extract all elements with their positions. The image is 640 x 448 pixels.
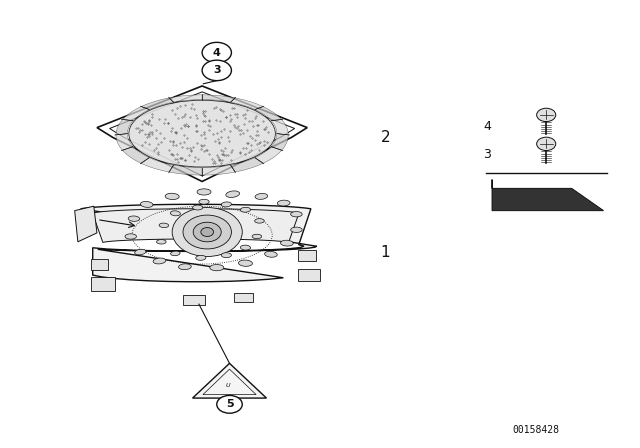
Ellipse shape: [226, 191, 239, 198]
Ellipse shape: [241, 207, 250, 212]
Text: 00158428: 00158428: [512, 426, 559, 435]
Ellipse shape: [159, 223, 169, 228]
Ellipse shape: [255, 194, 268, 199]
Ellipse shape: [179, 264, 191, 270]
Polygon shape: [492, 180, 604, 211]
Ellipse shape: [197, 189, 211, 195]
Text: U: U: [225, 383, 230, 388]
Circle shape: [201, 228, 214, 237]
Polygon shape: [202, 95, 235, 102]
Circle shape: [537, 108, 556, 121]
Polygon shape: [271, 120, 289, 135]
Ellipse shape: [196, 255, 206, 260]
Circle shape: [172, 207, 243, 257]
Polygon shape: [93, 209, 299, 242]
Polygon shape: [75, 206, 97, 242]
Polygon shape: [255, 107, 282, 121]
Polygon shape: [122, 146, 149, 164]
Polygon shape: [234, 293, 253, 302]
Circle shape: [193, 222, 221, 242]
Ellipse shape: [252, 234, 262, 239]
Ellipse shape: [291, 227, 302, 233]
Polygon shape: [141, 98, 173, 110]
Ellipse shape: [140, 202, 153, 207]
Circle shape: [537, 137, 556, 151]
Ellipse shape: [210, 264, 224, 271]
Ellipse shape: [241, 245, 250, 250]
Ellipse shape: [171, 251, 180, 256]
Polygon shape: [169, 95, 202, 102]
Ellipse shape: [165, 193, 179, 199]
Circle shape: [202, 60, 232, 81]
Polygon shape: [116, 120, 133, 135]
Ellipse shape: [193, 205, 203, 210]
Ellipse shape: [239, 260, 252, 266]
Polygon shape: [183, 295, 205, 305]
Text: 3: 3: [213, 65, 221, 75]
Polygon shape: [298, 269, 320, 281]
Polygon shape: [230, 158, 263, 172]
Ellipse shape: [277, 200, 290, 206]
Ellipse shape: [280, 240, 293, 246]
Ellipse shape: [221, 253, 232, 258]
Ellipse shape: [199, 199, 209, 204]
Polygon shape: [193, 363, 266, 398]
Polygon shape: [91, 258, 108, 270]
Circle shape: [183, 215, 232, 249]
Polygon shape: [202, 165, 235, 175]
Text: 4: 4: [213, 47, 221, 58]
Ellipse shape: [125, 234, 136, 239]
Polygon shape: [91, 277, 115, 291]
Ellipse shape: [128, 216, 140, 221]
Polygon shape: [298, 250, 316, 261]
Ellipse shape: [264, 251, 277, 257]
Polygon shape: [255, 146, 282, 164]
Text: 4: 4: [483, 120, 491, 133]
Polygon shape: [141, 158, 173, 172]
Polygon shape: [81, 204, 317, 282]
Ellipse shape: [221, 202, 232, 207]
Ellipse shape: [170, 211, 180, 216]
Text: 1: 1: [381, 246, 390, 260]
Circle shape: [217, 396, 243, 413]
Text: 3: 3: [483, 148, 491, 161]
Polygon shape: [122, 107, 149, 121]
Circle shape: [202, 43, 232, 63]
Polygon shape: [230, 98, 263, 110]
Polygon shape: [169, 165, 202, 175]
Ellipse shape: [153, 258, 166, 264]
Polygon shape: [271, 134, 289, 151]
Polygon shape: [116, 134, 133, 151]
Text: 5: 5: [226, 399, 234, 409]
Ellipse shape: [157, 240, 166, 244]
Ellipse shape: [134, 249, 146, 255]
Ellipse shape: [255, 219, 264, 223]
Ellipse shape: [129, 100, 275, 167]
Ellipse shape: [291, 211, 302, 217]
Text: 2: 2: [381, 129, 390, 145]
